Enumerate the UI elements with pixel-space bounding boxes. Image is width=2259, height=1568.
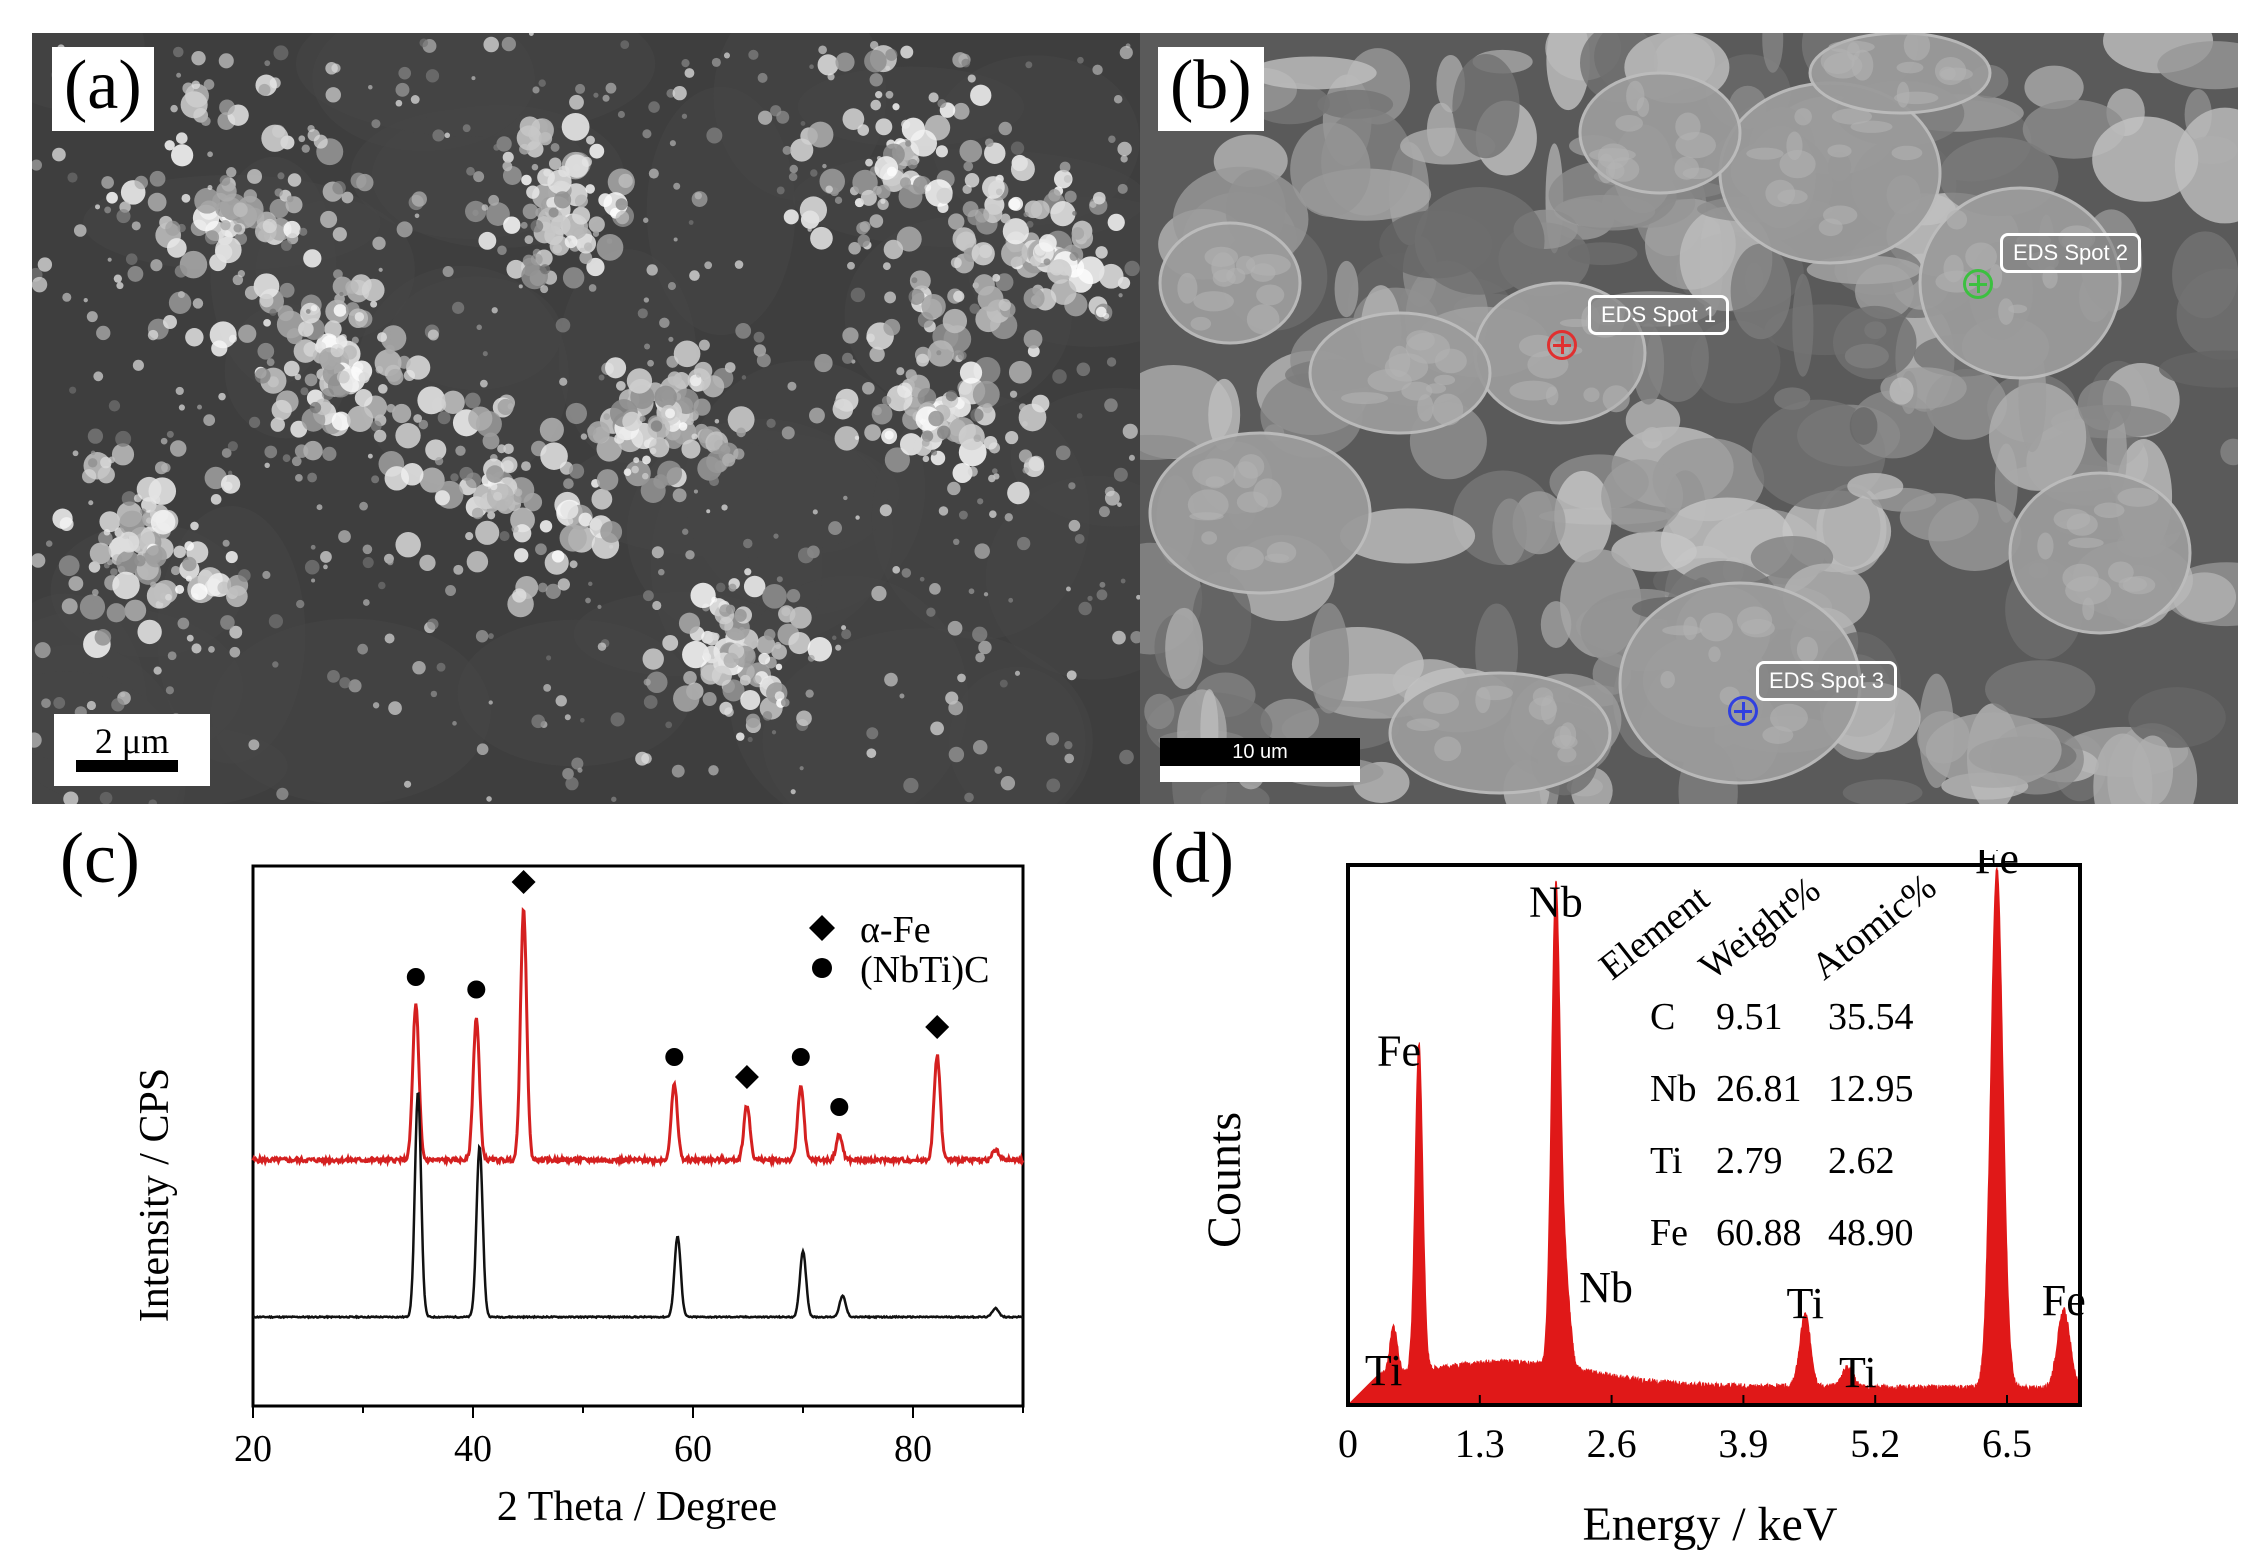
eds-peak-label: Nb	[1529, 878, 1583, 927]
eds-chart: Counts Energy / keV 0 1.3 2.6 3.9 5.2 6.5 Ti Fe…	[1198, 850, 2086, 1551]
eds-peak-label: Ti	[1839, 1348, 1877, 1397]
eds-spot-2-label: EDS Spot 2	[2000, 233, 2141, 273]
eds-x-axis-label: Energy / keV	[1582, 1498, 1837, 1551]
xrd-series-line	[252, 1091, 1023, 1320]
legend-circle-marker	[812, 958, 832, 978]
eds-peak-label: Nb	[1579, 1263, 1633, 1312]
table-cell: 26.81	[1716, 1068, 1802, 1110]
scalebar-b-text: 10 um	[1160, 738, 1360, 766]
panel-label-b: (b)	[1158, 47, 1264, 131]
xrd-nbtic-marker	[791, 1048, 810, 1066]
panel-label-a: (a)	[52, 47, 154, 131]
eds-y-axis-label: Counts	[1198, 1112, 1251, 1248]
sem-particles-b	[1140, 33, 2238, 804]
eds-peak-label: Fe	[2042, 1276, 2086, 1325]
xrd-x-tick-label: 60	[674, 1428, 712, 1470]
xrd-x-tick-label: 80	[894, 1428, 932, 1470]
eds-x-tick-label: 5.2	[1850, 1421, 1900, 1466]
xrd-alpha-fe-marker	[925, 1015, 950, 1039]
xrd-y-axis-label: Intensity / CPS	[132, 1068, 178, 1322]
eds-spot-2-marker	[1963, 269, 1993, 299]
scalebar-a: 2 μm	[54, 714, 210, 786]
eds-spot-1-marker	[1547, 330, 1577, 360]
sem-particles-a	[32, 33, 1140, 804]
eds-x-tick-label: 6.5	[1982, 1421, 2032, 1466]
table-cell: 2.79	[1716, 1140, 1783, 1182]
table-cell: Fe	[1650, 1212, 1688, 1254]
eds-x-tick-label: 1.3	[1455, 1421, 1505, 1466]
xrd-x-axis-label: 2 Theta / Degree	[497, 1484, 777, 1530]
eds-x-tick-label: 3.9	[1718, 1421, 1768, 1466]
xrd-plot-frame	[251, 864, 1025, 1408]
table-cell: C	[1650, 996, 1676, 1038]
scalebar-b: 10 um	[1160, 738, 1360, 782]
xrd-nbtic-marker	[665, 1048, 684, 1066]
sem-image-b: (b) EDS Spot 1 EDS Spot 2 EDS Spot 3 10 …	[1140, 33, 2238, 804]
eds-peak-label: Ti	[1365, 1346, 1403, 1395]
eds-peak-label: Fe	[1975, 850, 2019, 883]
eds-x-tick-label: 2.6	[1587, 1421, 1637, 1466]
eds-peak-label: Ti	[1786, 1279, 1824, 1328]
xrd-alpha-fe-marker	[511, 870, 536, 894]
table-cell: Ti	[1650, 1140, 1683, 1182]
eds-x-tick-label: 0	[1338, 1421, 1358, 1466]
legend-nbtic: (NbTi)C	[860, 949, 990, 991]
sem-image-a: (a) 2 μm	[32, 33, 1140, 804]
eds-spectrum-area	[1346, 866, 2081, 1406]
eds-spot-3-marker	[1728, 696, 1758, 726]
scalebar-a-text: 2 μm	[94, 721, 170, 761]
table-cell: 9.51	[1716, 996, 1783, 1038]
eds-spot-3-label: EDS Spot 3	[1756, 661, 1897, 701]
eds-plot-frame	[1346, 863, 2082, 1407]
table-cell: 35.54	[1828, 996, 1914, 1038]
table-cell: 48.90	[1828, 1212, 1914, 1254]
xrd-alpha-fe-marker	[734, 1065, 759, 1089]
panel-label-d: (d)	[1150, 818, 1234, 898]
legend-diamond-marker	[809, 915, 835, 941]
scalebar-a-bar	[76, 760, 178, 772]
legend-alpha-fe: α-Fe	[860, 909, 931, 951]
xrd-series-line	[251, 907, 1025, 1168]
xrd-nbtic-marker	[467, 980, 486, 999]
panel-label-c: (c)	[60, 818, 140, 898]
table-cell: 60.88	[1716, 1212, 1802, 1254]
xrd-x-tick-label: 20	[234, 1428, 272, 1470]
table-cell: 2.62	[1828, 1140, 1895, 1182]
xrd-nbtic-marker	[830, 1098, 849, 1116]
eds-spot-1-label: EDS Spot 1	[1588, 295, 1729, 335]
table-cell: Nb	[1650, 1068, 1697, 1110]
xrd-nbtic-marker	[406, 968, 425, 986]
xrd-x-tick-label: 40	[454, 1428, 492, 1470]
xrd-legend: α-Fe (NbTi)C	[809, 909, 990, 991]
eds-peak-label: Fe	[1377, 1026, 1421, 1075]
table-cell: 12.95	[1828, 1068, 1914, 1110]
xrd-chart: Intensity / CPS 2 Theta / Degree α-Fe (N…	[132, 864, 1025, 1530]
